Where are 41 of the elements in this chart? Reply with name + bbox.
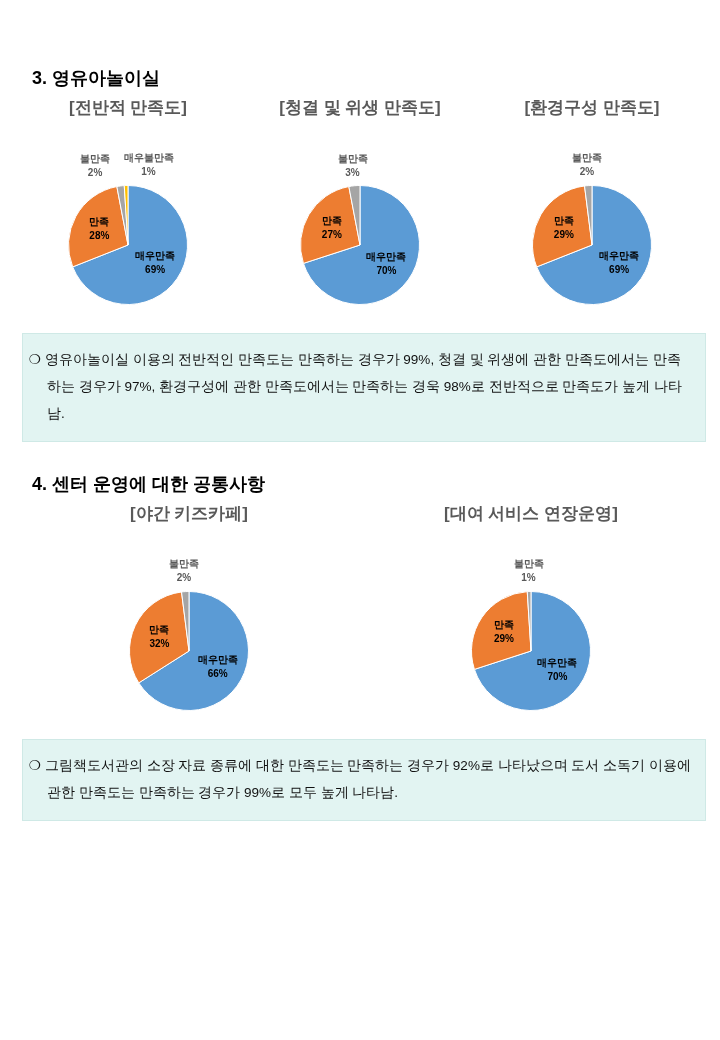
- slice-label: 만족: [149, 623, 170, 635]
- data-label: 70%: [376, 264, 397, 276]
- chart-title: [환경구성 만족도]: [523, 97, 661, 119]
- slice-label: 매우만족: [599, 250, 640, 262]
- data-label: 1%: [521, 572, 536, 584]
- data-label: 29%: [553, 229, 574, 241]
- text: 3. 영유아놀이실: [32, 67, 161, 90]
- slice-label: 매우만족: [135, 250, 176, 262]
- data-label: 28%: [89, 229, 110, 241]
- slice-label: 매우만족: [537, 656, 578, 668]
- chart-title: [야간 키즈카페]: [128, 503, 249, 525]
- data-label: 1%: [141, 166, 156, 178]
- slice-label: 만족: [553, 215, 574, 227]
- slice-label: 불만족: [337, 152, 368, 164]
- chart-title: [전반적 만족도]: [67, 97, 188, 119]
- data-label: 66%: [207, 667, 228, 679]
- data-label: 27%: [321, 229, 342, 241]
- text: ❍ 그림책도서관의 소장 자료 종류에 대한 만족도는 만족하는 경우가 92%로 나타났으며 도서 소독기 이용에 관한 만족도는 만족하는 경우가 99%로 모두 높게 나타남.: [28, 757, 691, 802]
- data-label: 2%: [87, 166, 103, 178]
- slice-label: 불만족: [80, 152, 111, 164]
- text: 4. 센터 운영에 대한 공통사항: [32, 473, 266, 496]
- data-label: 29%: [493, 633, 515, 645]
- slice-label: 만족: [89, 215, 110, 227]
- data-label: 69%: [145, 264, 166, 276]
- data-label: 32%: [149, 637, 170, 649]
- text: ❍ 영유아놀이실 이용의 전반적인 만족도는 만족하는 경우가 99%, 청결 및 위생에 관한 만족도에서는 만족하는 경우가 97%, 환경구성에 관한 만족도에서는 만족하는 경욱 98%로 전반적으로 만족도가 높게 나타남.: [28, 351, 683, 423]
- slice-label: 불만족: [572, 152, 603, 164]
- slice-label: 매우만족: [197, 653, 238, 665]
- data-label: 70%: [547, 670, 568, 682]
- data-label: 69%: [609, 264, 630, 276]
- data-label: 2%: [579, 166, 595, 178]
- slice-label: 만족: [493, 619, 514, 631]
- data-label: 2%: [176, 572, 192, 584]
- slice-label: 매우만족: [366, 250, 407, 262]
- slice-label: 불만족: [513, 558, 544, 570]
- slice-label: 불만족: [169, 558, 200, 570]
- chart-title: [청결 및 위생 만족도]: [278, 97, 442, 119]
- slice-label: 만족: [321, 215, 342, 227]
- data-label: 3%: [345, 166, 360, 178]
- slice-label: 매우불만족: [123, 152, 174, 164]
- chart-title: [대여 서비스 연장운영]: [443, 503, 619, 525]
